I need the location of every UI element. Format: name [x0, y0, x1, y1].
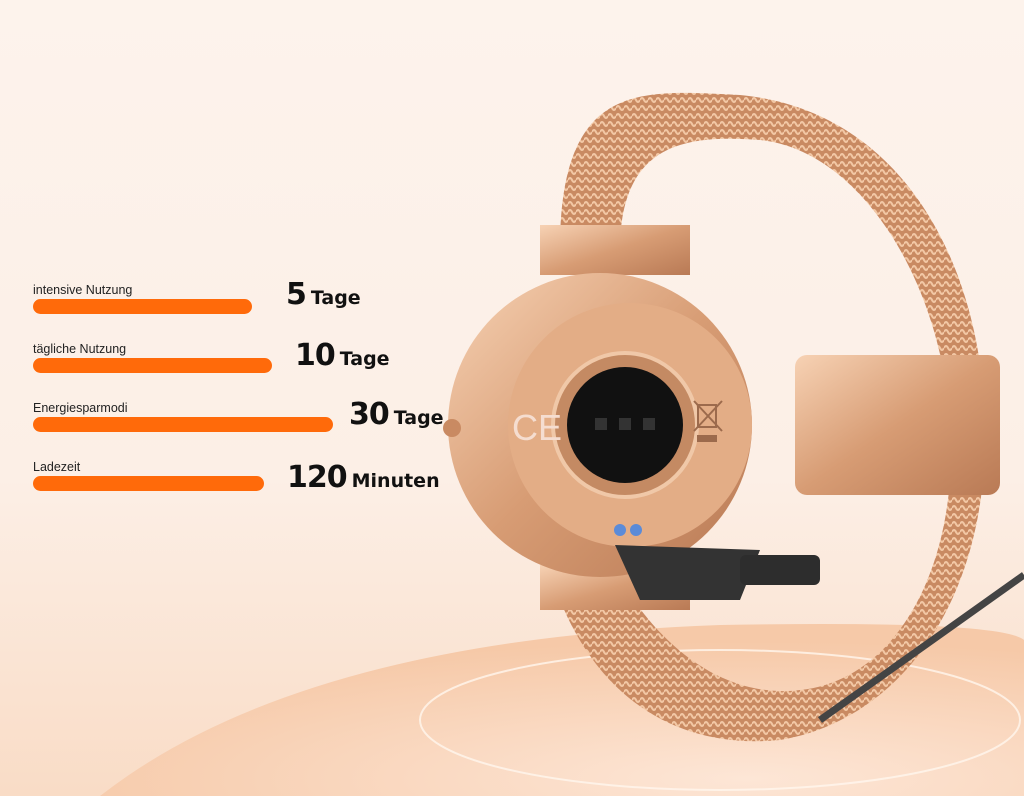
floor-dial	[100, 624, 1024, 796]
battery-bar	[33, 417, 333, 432]
mesh-band	[560, 92, 986, 742]
row-value: 5 Tage	[286, 277, 361, 312]
value-number: 120	[287, 460, 348, 495]
battery-bar	[33, 299, 252, 314]
ce-mark: CE	[512, 407, 562, 448]
row-label: intensive Nutzung	[33, 283, 133, 297]
value-unit: Tage	[339, 348, 390, 370]
value-unit: Minuten	[351, 470, 440, 492]
value-number: 30	[349, 397, 390, 432]
row-label: tägliche Nutzung	[33, 342, 127, 356]
charger-connector	[615, 545, 760, 600]
crown	[443, 419, 461, 437]
row-value: 120 Minuten	[287, 460, 440, 495]
battery-bar	[33, 476, 264, 491]
value-number: 5	[286, 277, 307, 312]
value-number: 10	[295, 338, 336, 373]
value-unit: Tage	[310, 287, 361, 309]
row-label: Ladezeit	[33, 460, 81, 474]
battery-bar	[33, 358, 272, 373]
band-clasp	[795, 355, 1000, 495]
row-value: 10 Tage	[295, 338, 390, 373]
row-value: 30 Tage	[349, 397, 444, 432]
value-unit: Tage	[393, 407, 444, 429]
row-label: Energiesparmodi	[33, 401, 128, 415]
weee-bin-icon	[693, 400, 723, 442]
